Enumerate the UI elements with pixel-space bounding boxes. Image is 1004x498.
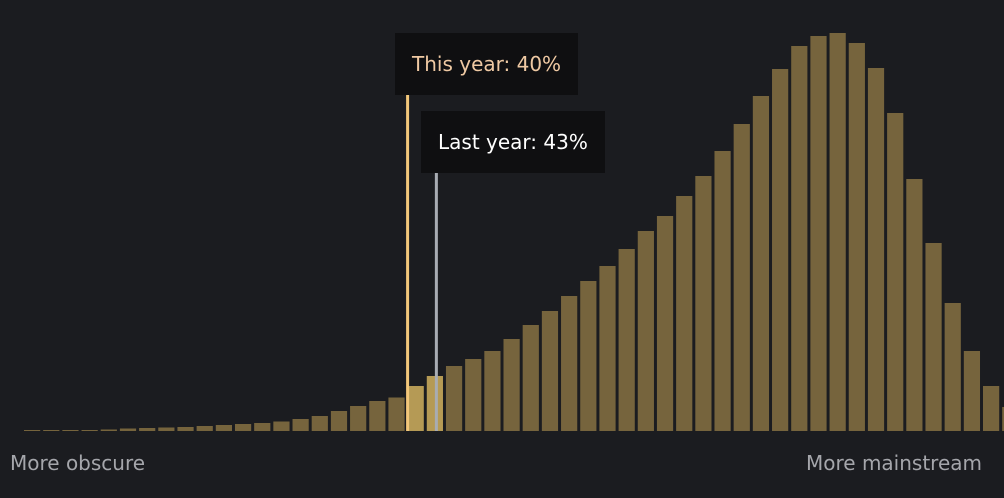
- histogram-bar: [158, 427, 175, 431]
- histogram-bar: [541, 311, 559, 431]
- histogram-bar: [733, 124, 750, 431]
- histogram-bar: [465, 359, 482, 431]
- histogram-bar: [618, 249, 635, 431]
- histogram-bar: [772, 69, 789, 431]
- histogram-bar: [561, 296, 578, 431]
- histogram-bar: [388, 397, 405, 431]
- histogram-bar: [62, 430, 79, 431]
- histogram-bar: [829, 33, 846, 431]
- histogram-bar: [81, 430, 98, 431]
- histogram-bar: [944, 303, 961, 431]
- histogram-bar: [139, 428, 156, 431]
- histogram-bar: [196, 426, 213, 431]
- histogram-bar: [925, 243, 942, 431]
- histogram-bar: [292, 419, 309, 431]
- histogram-bar: [119, 428, 137, 431]
- histogram-bar: [791, 46, 808, 431]
- x-axis-label-right: More mainstream: [806, 451, 982, 475]
- histogram-bar: [963, 351, 981, 431]
- histogram-bar: [810, 36, 827, 431]
- histogram-bar: [100, 429, 117, 431]
- histogram-bar: [714, 151, 731, 431]
- histogram-bar: [43, 430, 60, 431]
- histogram-bar: [656, 216, 674, 431]
- histogram-bar: [254, 423, 271, 431]
- histogram-bar: [445, 366, 463, 431]
- histogram-bar: [215, 425, 232, 431]
- this-year-tooltip: This year: 40%: [395, 33, 579, 95]
- histogram-bar: [484, 351, 501, 431]
- histogram-bar: [752, 96, 770, 431]
- x-axis-label-left: More obscure: [10, 451, 146, 475]
- histogram-bar: [676, 196, 693, 431]
- histogram-bar: [350, 406, 367, 431]
- histogram-bar: [330, 411, 348, 431]
- histogram-bar: [273, 421, 290, 431]
- histogram-bar: [599, 266, 616, 431]
- last-year-marker-line: [434, 111, 438, 431]
- histogram-bar: [311, 416, 328, 431]
- histogram-bar: [867, 68, 885, 431]
- histogram-bar: [503, 339, 520, 431]
- histogram-bar: [24, 430, 41, 431]
- histogram-bar: [177, 427, 194, 431]
- histogram-bar: [234, 424, 252, 431]
- histogram-bar: [848, 43, 865, 431]
- last-year-tooltip: Last year: 43%: [421, 111, 605, 173]
- this-year-marker-line: [406, 33, 410, 431]
- histogram-bar: [522, 325, 539, 431]
- histogram-bar: [906, 179, 923, 431]
- histogram-bar: [580, 281, 597, 431]
- histogram-bar: [695, 176, 712, 431]
- histogram-bar: [887, 113, 904, 431]
- histogram-bar: [637, 231, 654, 431]
- histogram-bar: [369, 401, 386, 431]
- histogram-bar: [407, 386, 424, 431]
- histogram-bar: [983, 386, 1000, 431]
- histogram-bar: [1002, 407, 1004, 431]
